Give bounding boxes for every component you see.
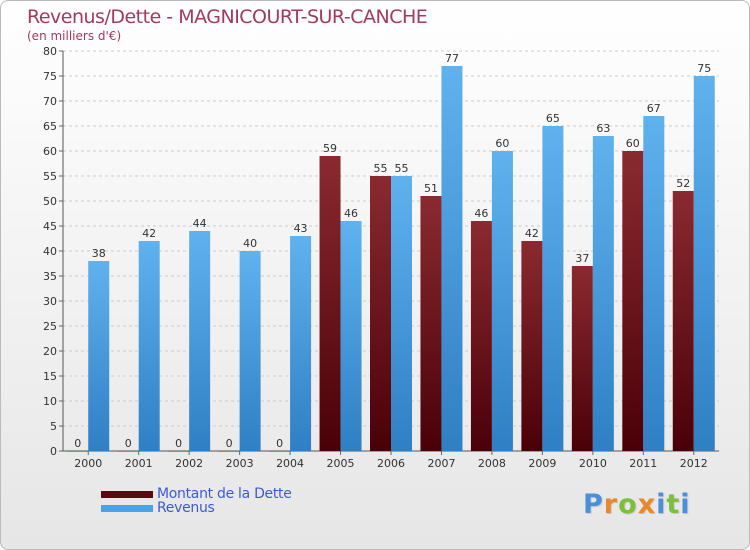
bar-revenue	[643, 116, 665, 451]
data-label-debt: 46	[474, 207, 488, 220]
data-label-revenue: 75	[697, 62, 711, 75]
data-label-debt: 0	[125, 437, 132, 450]
x-tick-label: 2005	[327, 457, 355, 470]
y-tick-label: 50	[43, 195, 57, 208]
x-tick-label: 2002	[175, 457, 203, 470]
legend-label-debt: Montant de la Dette	[157, 486, 292, 502]
x-tick-label: 2011	[629, 457, 657, 470]
x-tick-label: 2010	[579, 457, 607, 470]
bar-revenue	[290, 236, 312, 451]
bar-revenue	[138, 241, 160, 451]
data-label-revenue: 38	[92, 247, 106, 260]
data-label-revenue: 46	[344, 207, 358, 220]
bar-debt	[319, 156, 341, 451]
x-tick-label: 2006	[377, 457, 405, 470]
chart-title: Revenus/Dette - MAGNICOURT-SUR-CANCHE	[27, 6, 428, 28]
logo-letter: r	[603, 489, 619, 520]
logo-letter: t	[666, 489, 681, 520]
bar-debt	[370, 176, 391, 451]
bar-debt	[571, 266, 593, 451]
logo-letter: o	[618, 489, 638, 520]
bar-revenue	[88, 261, 110, 451]
legend-label-revenue: Revenus	[157, 500, 215, 516]
bar-revenue	[391, 176, 412, 451]
y-tick-label: 15	[43, 370, 57, 383]
proxiti-logo: Proxiti	[583, 489, 691, 520]
bar-debt	[117, 451, 139, 452]
x-tick-label: 2001	[125, 457, 153, 470]
chart-subtitle: (en milliers d'€)	[27, 29, 122, 43]
bar-debt	[168, 451, 190, 452]
y-tick-label: 80	[43, 45, 57, 58]
bar-revenue	[542, 126, 564, 451]
data-label-debt: 0	[276, 437, 283, 450]
bar-debt	[420, 196, 442, 451]
y-tick-label: 0	[50, 445, 57, 458]
y-tick-label: 45	[43, 220, 57, 233]
bar-debt	[67, 451, 89, 452]
logo-letter: i	[656, 489, 667, 520]
x-tick-label: 2007	[427, 457, 455, 470]
bar-revenue	[441, 66, 463, 451]
data-label-debt: 0	[226, 437, 233, 450]
data-label-revenue: 55	[395, 162, 409, 175]
data-label-debt: 60	[626, 137, 640, 150]
logo-letter: x	[637, 489, 657, 520]
y-tick-label: 70	[43, 95, 57, 108]
data-label-revenue: 42	[142, 227, 156, 240]
x-tick-label: 2000	[74, 457, 102, 470]
y-tick-label: 5	[50, 420, 57, 433]
data-label-debt: 51	[424, 182, 438, 195]
bar-debt	[269, 451, 291, 452]
y-tick-label: 30	[43, 295, 57, 308]
data-label-debt: 0	[74, 437, 81, 450]
legend-swatch-revenue	[101, 505, 153, 512]
bar-revenue	[189, 231, 211, 451]
bar-revenue	[693, 76, 715, 451]
y-tick-label: 40	[43, 245, 57, 258]
logo-letter: i	[680, 489, 691, 520]
data-label-debt: 59	[323, 142, 337, 155]
data-label-revenue: 65	[546, 112, 560, 125]
logo-letter: P	[583, 489, 604, 520]
y-tick-label: 10	[43, 395, 57, 408]
x-tick-label: 2009	[528, 457, 556, 470]
x-tick-label: 2004	[276, 457, 304, 470]
data-label-debt: 42	[525, 227, 539, 240]
data-label-debt: 0	[175, 437, 182, 450]
y-tick-label: 20	[43, 345, 57, 358]
bar-debt	[218, 451, 240, 452]
x-tick-label: 2012	[680, 457, 708, 470]
data-label-revenue: 67	[647, 102, 661, 115]
y-tick-label: 55	[43, 170, 57, 183]
bar-revenue	[491, 151, 513, 451]
y-tick-label: 75	[43, 70, 57, 83]
y-tick-label: 35	[43, 270, 57, 283]
legend-swatch-debt	[101, 491, 153, 498]
data-label-revenue: 77	[445, 52, 459, 65]
bar-revenue	[239, 251, 261, 451]
bar-debt	[470, 221, 492, 451]
data-label-debt: 52	[676, 177, 690, 190]
data-label-revenue: 40	[243, 237, 257, 250]
x-tick-label: 2008	[478, 457, 506, 470]
bar-debt	[622, 151, 644, 451]
y-tick-label: 25	[43, 320, 57, 333]
y-tick-label: 60	[43, 145, 57, 158]
data-label-revenue: 44	[193, 217, 207, 230]
data-label-revenue: 63	[596, 122, 610, 135]
bar-revenue	[592, 136, 614, 451]
data-label-debt: 37	[575, 252, 589, 265]
x-tick-label: 2003	[226, 457, 254, 470]
bar-debt	[672, 191, 694, 451]
bar-debt	[521, 241, 543, 451]
bar-revenue	[340, 221, 362, 451]
data-label-revenue: 60	[495, 137, 509, 150]
data-label-revenue: 43	[294, 222, 308, 235]
y-tick-label: 65	[43, 120, 57, 133]
data-label-debt: 55	[374, 162, 388, 175]
